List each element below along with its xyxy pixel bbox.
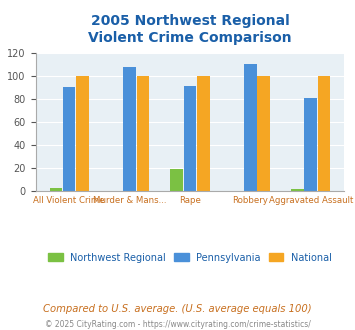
Bar [50,188,62,191]
Bar [63,87,76,191]
Bar [304,98,317,191]
Bar [123,67,136,191]
Bar [197,76,209,191]
Bar [184,86,196,191]
Bar [318,76,330,191]
Bar [244,64,257,191]
Bar [257,76,270,191]
Bar [76,76,89,191]
Bar [291,189,304,191]
Legend: Northwest Regional, Pennsylvania, National: Northwest Regional, Pennsylvania, Nation… [44,249,336,267]
Bar [137,76,149,191]
Text: Compared to U.S. average. (U.S. average equals 100): Compared to U.S. average. (U.S. average … [43,304,312,314]
Title: 2005 Northwest Regional
Violent Crime Comparison: 2005 Northwest Regional Violent Crime Co… [88,15,292,45]
Bar [170,170,183,191]
Text: © 2025 CityRating.com - https://www.cityrating.com/crime-statistics/: © 2025 CityRating.com - https://www.city… [45,320,310,329]
